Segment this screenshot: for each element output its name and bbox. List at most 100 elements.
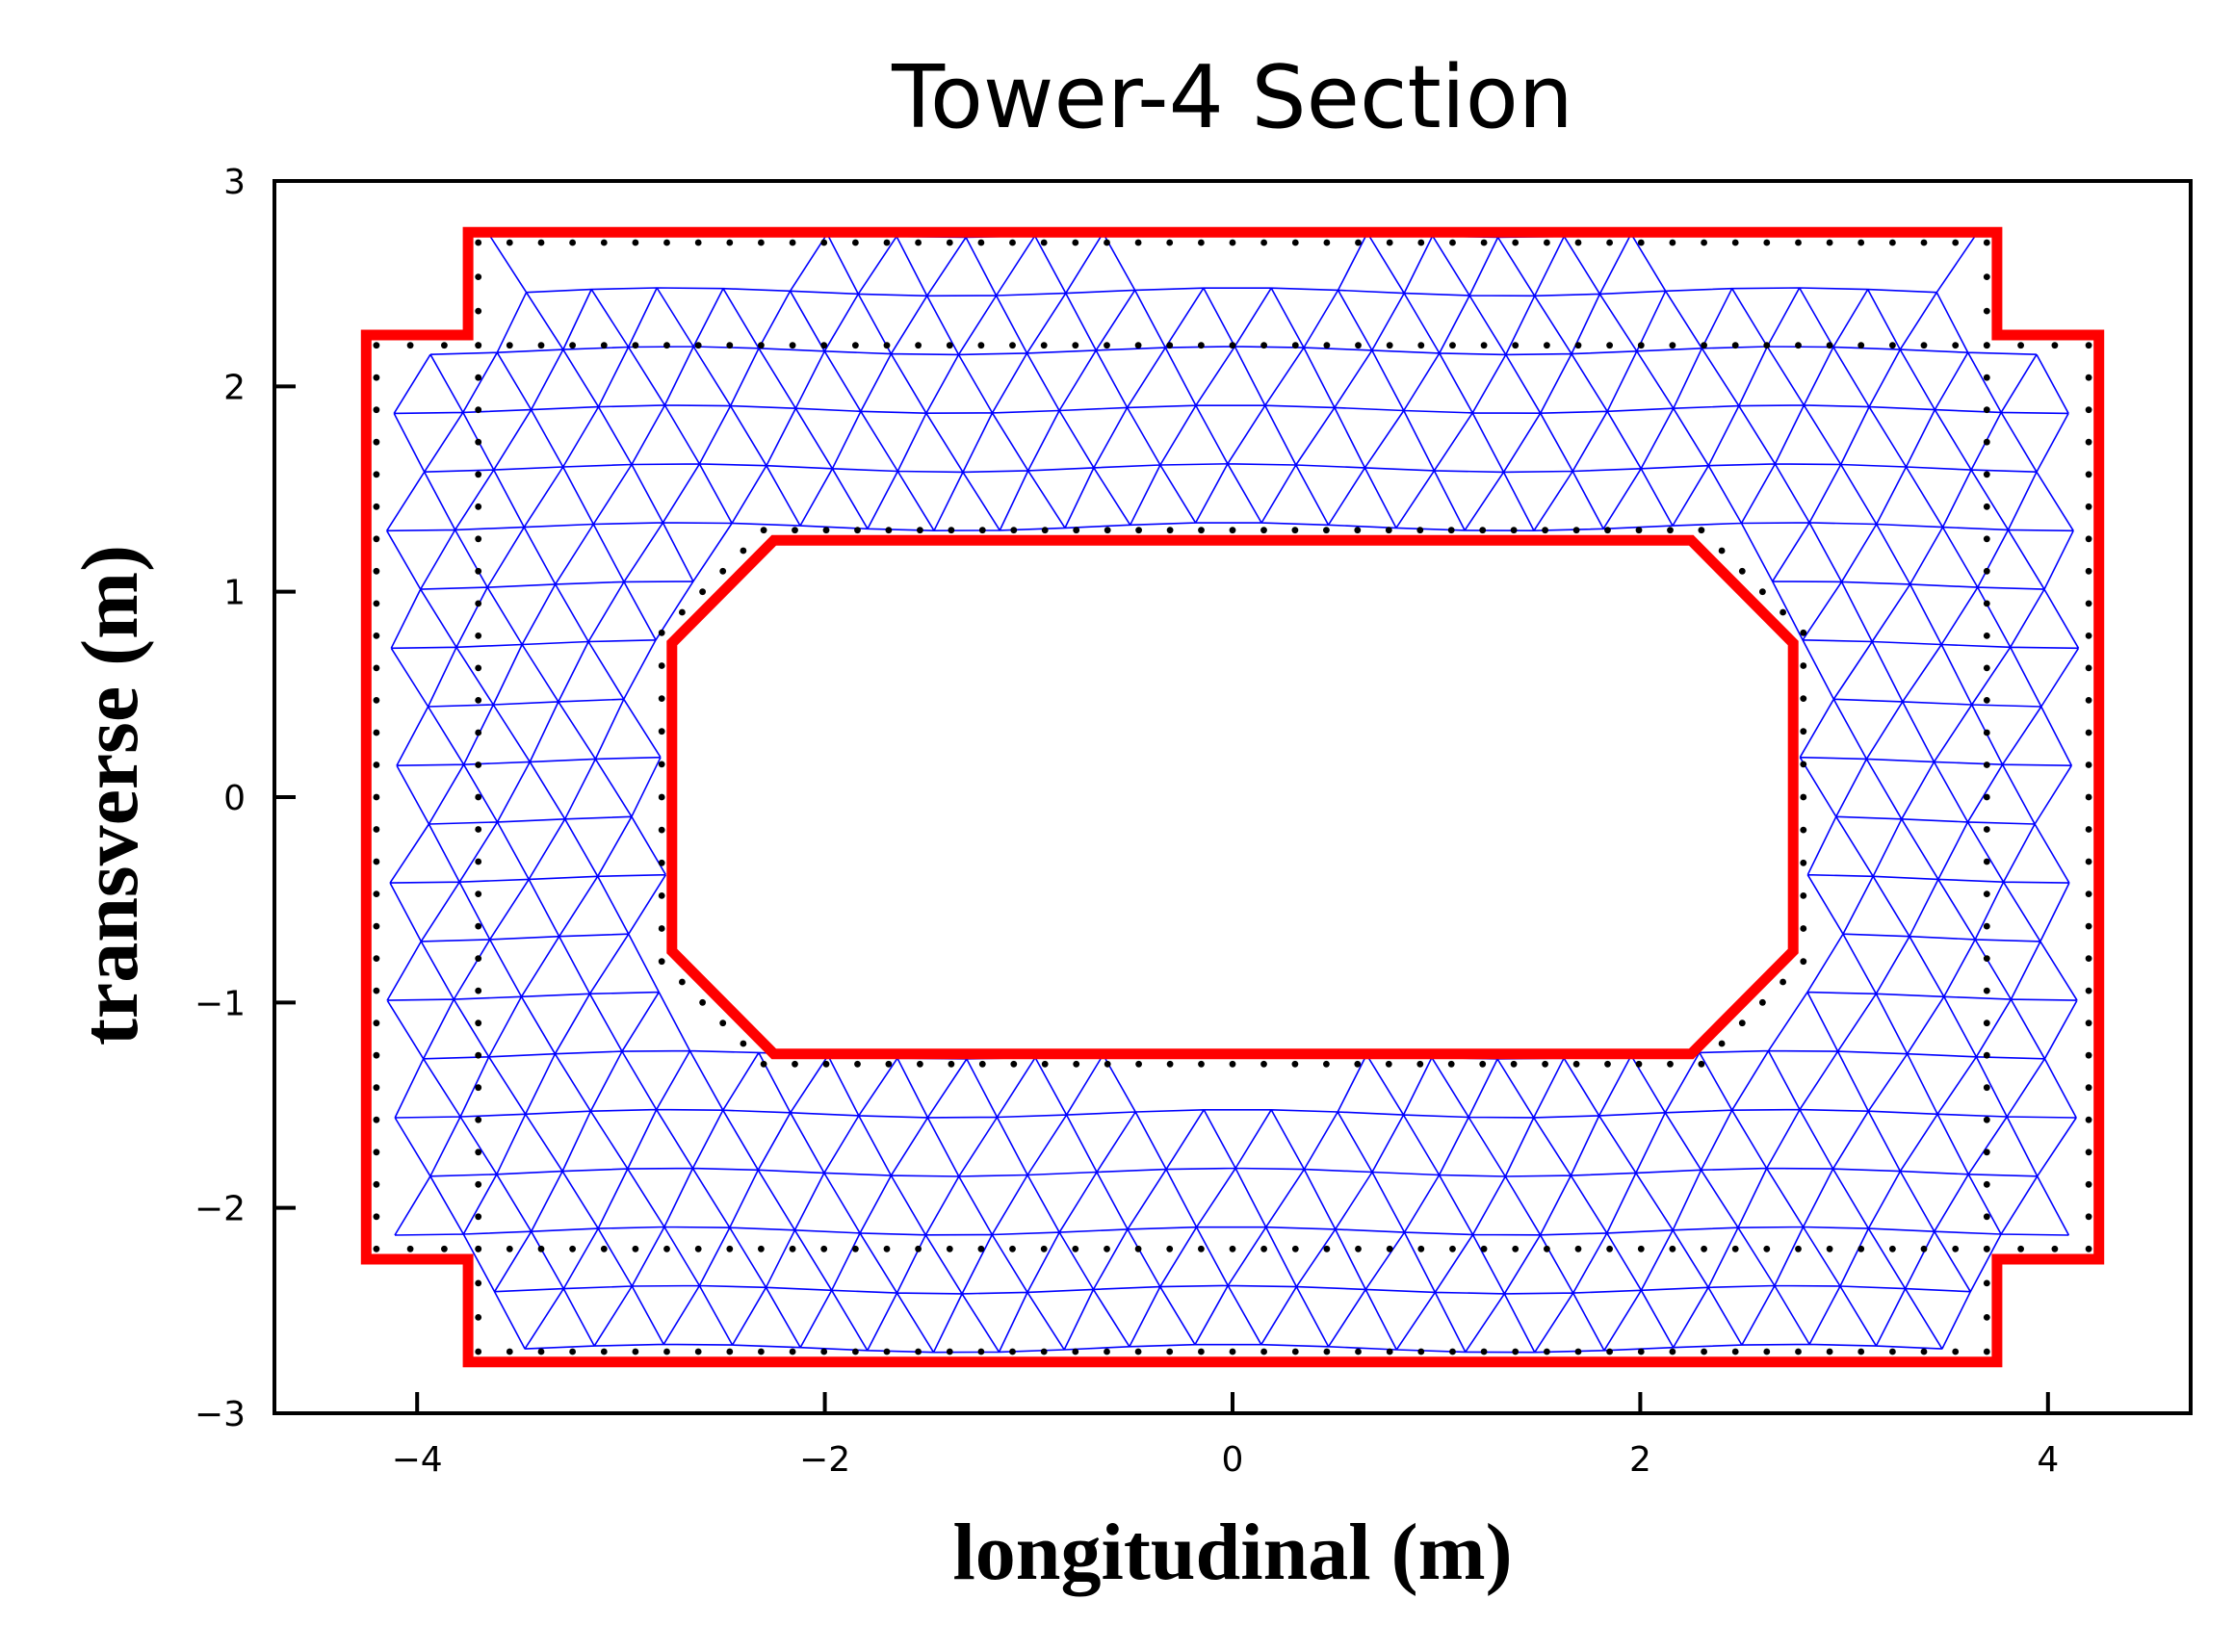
rebar-dot-outer [1323,239,1331,246]
rebar-dot-inner [475,922,482,930]
y-tick-label: 2 [223,368,246,407]
rebar-dot-outer [1291,1348,1299,1355]
rebar-dot-outer [2085,1180,2092,1188]
rebar-dot-outer [883,239,891,246]
rebar-dot-outer [2051,1245,2059,1252]
rebar-dot-inner [475,793,482,801]
rebar-dot-outer [915,239,922,246]
rebar-dot-outer [1417,239,1425,246]
rebar-dot-outer [2085,858,2092,865]
y-tick-label: 3 [223,163,246,202]
rebar-dot-inner [1291,1245,1299,1252]
rebar-dot-hole [1166,1060,1174,1068]
rebar-dot-hole [658,859,665,866]
rebar-dot-inner [883,342,891,349]
rebar-dot-outer [1291,239,1299,246]
rebar-dot-outer [2085,664,2092,672]
rebar-dot-outer [1983,1314,1990,1321]
rebar-dot-outer [1198,239,1205,246]
y-tick-label: 1 [223,574,246,613]
rebar-dot-outer [475,1314,482,1321]
rebar-dot-outer [789,1348,796,1355]
x-tick-label: 2 [1629,1440,1651,1480]
rebar-dot-outer [2085,891,2092,897]
chart-title: Tower-4 Section [891,47,1573,148]
rebar-dot-outer [373,567,380,575]
rebar-dot-outer [2085,600,2092,607]
rebar-dot-hole [1667,1060,1674,1068]
rebar-dot-outer [1889,239,1896,246]
rebar-dot-hole [1718,547,1726,555]
rebar-dot-inner [475,632,482,639]
rebar-dot-outer [406,342,414,349]
rebar-dot-outer [373,342,380,349]
rebar-dot-outer [475,307,482,315]
rebar-dot-hole [1800,761,1807,768]
rebar-dot-hole [679,978,686,986]
rebar-dot-inner [1983,1084,1990,1092]
rebar-dot-outer [1166,1348,1174,1355]
rebar-dot-hole [1198,527,1205,534]
rebar-dot-outer [373,1020,380,1027]
rebar-dot-outer [1983,1279,1990,1287]
rebar-dot-inner [1983,342,1990,349]
rebar-dot-outer [977,1348,985,1355]
rebar-dot-outer [1260,239,1267,246]
rebar-dot-hole [885,1060,893,1068]
rebar-dot-outer [1983,307,1990,315]
rebar-dot-inner [1009,1245,1016,1252]
rebar-dot-inner [1731,342,1739,349]
rebar-dot-hole [699,998,706,1006]
rebar-dot-inner [1229,1245,1236,1252]
rebar-dot-inner [1983,438,1990,446]
rebar-dot-hole [658,761,665,768]
rebar-dot-hole [1447,527,1455,534]
rebar-dot-hole [719,1020,727,1027]
rebar-dot-hole [1759,588,1766,596]
rebar-dot-outer [373,471,380,478]
rebar-dot-outer [726,1348,734,1355]
rebar-dot-outer [2085,697,2092,704]
rebar-dot-inner [1104,342,1110,349]
rebar-dot-outer [852,1348,859,1355]
rebar-dot-inner [537,342,545,349]
rebar-dot-outer [373,632,380,639]
rebar-dot-outer [2085,374,2092,381]
rebar-dot-inner [475,697,482,704]
y-tick-label: 0 [223,779,246,818]
rebar-dot-inner [1198,1245,1205,1252]
rebar-dot-hole [1510,527,1518,534]
rebar-dot-outer [373,891,380,897]
rebar-dot-outer [1795,1348,1802,1355]
rebar-dot-inner [1134,342,1142,349]
rebar-dot-hole [1135,1060,1142,1068]
rebar-dot-inner [1983,697,1990,704]
rebar-dot-outer [2085,729,2092,736]
rebar-dot-inner [475,987,482,994]
rebar-dot-outer [726,239,734,246]
rebar-dot-hole [658,925,665,932]
rebar-dot-hole [1229,1060,1236,1068]
rebar-dot-outer [1417,1348,1425,1355]
rebar-dot-inner [1166,1245,1174,1252]
rebar-dot-outer [373,761,380,768]
rebar-dot-hole [719,567,727,575]
rebar-dot-inner [475,1084,482,1092]
rebar-dot-inner [1983,1149,1990,1156]
rebar-dot-outer [1857,239,1865,246]
rebar-dot-outer [506,239,513,246]
rebar-dot-inner [915,342,922,349]
rebar-dot-outer [1323,1348,1331,1355]
x-tick-label: 4 [2037,1440,2059,1480]
rebar-dot-hole [1779,978,1786,986]
rebar-dot-inner [1795,1245,1802,1252]
rebar-dot-inner [789,342,796,349]
rebar-dot-hole [948,527,955,534]
rebar-dot-outer [2085,1051,2092,1059]
rebar-dot-outer [569,1348,576,1355]
rebar-dot-outer [694,1348,702,1355]
rebar-dot-hole [658,892,665,899]
rebar-dot-outer [1952,239,1960,246]
rebar-dot-outer [1637,239,1645,246]
rebar-dot-outer [1701,239,1707,246]
